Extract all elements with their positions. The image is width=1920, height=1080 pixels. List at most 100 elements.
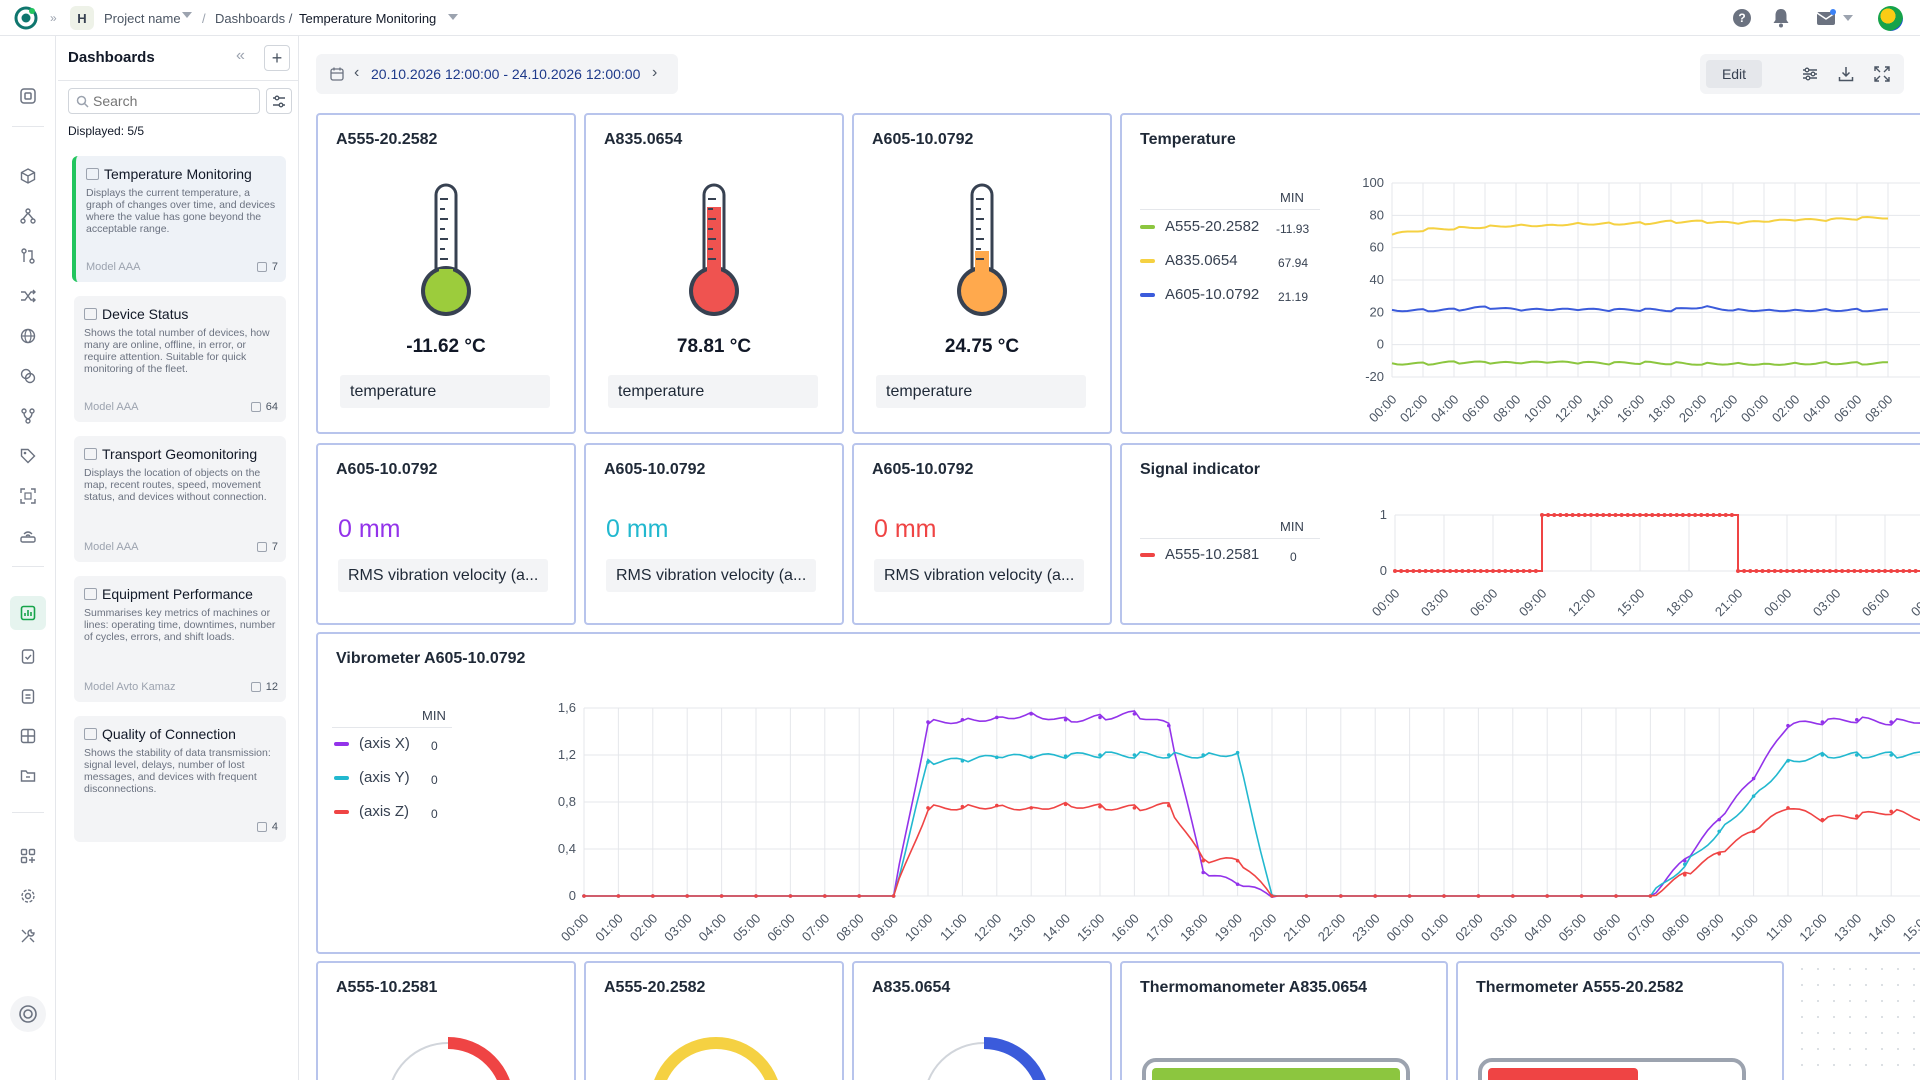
data-point[interactable] [1545, 894, 1549, 898]
data-point[interactable] [1029, 806, 1033, 810]
data-point[interactable] [1855, 814, 1859, 818]
data-point[interactable] [1876, 569, 1881, 573]
data-point[interactable] [1270, 894, 1274, 898]
level-bar-widget[interactable]: Thermometer A555-20.2582 [1456, 961, 1784, 1080]
data-point[interactable] [1855, 753, 1859, 757]
data-point[interactable] [1786, 759, 1790, 763]
data-point[interactable] [1883, 569, 1887, 573]
data-point[interactable] [1631, 513, 1636, 517]
data-point[interactable] [1405, 569, 1410, 573]
data-point[interactable] [1564, 513, 1569, 517]
data-point[interactable] [1613, 513, 1618, 517]
data-point[interactable] [1834, 569, 1838, 573]
globe-icon[interactable] [16, 324, 40, 348]
data-point[interactable] [1167, 723, 1171, 728]
legend-item[interactable]: (axis Z) [334, 803, 409, 820]
series-line[interactable] [1395, 514, 1920, 572]
filter-button[interactable] [266, 88, 292, 114]
data-point[interactable] [1846, 569, 1851, 573]
shuffle-icon[interactable] [16, 284, 40, 308]
data-point[interactable] [1656, 513, 1661, 517]
data-point[interactable] [1491, 569, 1495, 573]
dashboard-item-quality-of-connection[interactable]: Quality of Connection Shows the stabilit… [74, 716, 286, 842]
data-point[interactable] [1791, 569, 1796, 573]
data-point[interactable] [1454, 569, 1459, 573]
legend-item[interactable]: (axis Y) [334, 769, 410, 786]
data-point[interactable] [1913, 569, 1918, 573]
data-point[interactable] [1029, 712, 1033, 716]
data-point[interactable] [1466, 569, 1471, 573]
chevron-down-icon[interactable] [182, 12, 192, 18]
data-point[interactable] [754, 894, 758, 898]
search-box[interactable] [68, 88, 260, 114]
data-point[interactable] [1132, 712, 1137, 716]
data-point[interactable] [719, 894, 724, 898]
cube-icon[interactable] [16, 164, 40, 188]
data-point[interactable] [1540, 513, 1544, 517]
data-point[interactable] [1901, 569, 1906, 573]
git-compare-icon[interactable] [16, 244, 40, 268]
gear-icon[interactable] [16, 884, 40, 908]
data-point[interactable] [1582, 513, 1587, 517]
data-point[interactable] [1472, 569, 1477, 573]
vibration-value-widget[interactable]: A605-10.0792 0 mm RMS vibration velocity… [584, 443, 844, 625]
data-point[interactable] [1858, 569, 1863, 573]
data-point[interactable] [1619, 513, 1624, 517]
data-point[interactable] [1711, 513, 1716, 517]
data-point[interactable] [1579, 894, 1584, 898]
project-name-select[interactable]: Project name [104, 11, 181, 26]
legend-item[interactable]: A835.0654 [1140, 252, 1238, 269]
dashboard-frame-icon[interactable] [16, 84, 40, 108]
branch-icon[interactable] [16, 404, 40, 428]
date-range-text[interactable]: 20.10.2026 12:00:00 - 24.10.2026 12:00:0… [371, 66, 641, 82]
clipboard-list-icon[interactable] [16, 684, 40, 708]
data-point[interactable] [1648, 894, 1653, 898]
data-point[interactable] [1717, 829, 1721, 834]
data-point[interactable] [1527, 569, 1532, 573]
data-point[interactable] [926, 720, 930, 724]
data-point[interactable] [1063, 802, 1068, 807]
data-point[interactable] [1576, 513, 1581, 517]
data-point[interactable] [1736, 569, 1740, 573]
data-point[interactable] [1442, 894, 1446, 898]
help-icon[interactable]: ? [1733, 9, 1751, 27]
data-point[interactable] [926, 806, 930, 810]
data-point[interactable] [1235, 750, 1240, 755]
data-point[interactable] [1435, 569, 1440, 573]
data-point[interactable] [1723, 513, 1728, 517]
data-point[interactable] [1476, 894, 1481, 898]
edit-button[interactable]: Edit [1706, 60, 1762, 88]
data-point[interactable] [1167, 803, 1171, 808]
data-point[interactable] [582, 894, 586, 898]
data-point[interactable] [995, 755, 999, 760]
data-point[interactable] [1895, 569, 1900, 573]
data-point[interactable] [1132, 806, 1137, 810]
data-point[interactable] [1098, 753, 1102, 757]
hierarchy-icon[interactable] [16, 204, 40, 228]
vibration-value-widget[interactable]: A605-10.0792 0 mm RMS vibration velocity… [852, 443, 1112, 625]
project-avatar[interactable]: H [70, 6, 94, 30]
data-point[interactable] [1852, 569, 1857, 573]
dashboard-item-temperature-monitoring[interactable]: Temperature Monitoring Displays the curr… [72, 156, 286, 282]
temperature-chart-widget[interactable]: Temperature MIN A555-20.2582 -11.93 A835… [1120, 113, 1920, 434]
data-point[interactable] [1503, 569, 1508, 573]
data-point[interactable] [1889, 753, 1893, 757]
data-point[interactable] [1778, 569, 1783, 573]
data-point[interactable] [1815, 569, 1820, 573]
data-point[interactable] [1235, 858, 1240, 863]
data-point[interactable] [1907, 569, 1912, 573]
data-point[interactable] [1625, 513, 1630, 517]
data-point[interactable] [1751, 829, 1756, 834]
data-point[interactable] [1717, 513, 1722, 517]
data-point[interactable] [1786, 723, 1790, 728]
data-point[interactable] [1595, 513, 1600, 517]
app-logo[interactable] [14, 6, 38, 30]
data-point[interactable] [1754, 569, 1759, 573]
temperature-line-chart[interactable]: 100806040200-2000:0002:0004:0006:0008:00… [1322, 165, 1920, 434]
data-point[interactable] [1889, 809, 1893, 814]
router-icon[interactable] [16, 524, 40, 548]
data-point[interactable] [1820, 720, 1825, 724]
data-point[interactable] [995, 715, 999, 720]
clipboard-check-icon[interactable] [16, 644, 40, 668]
